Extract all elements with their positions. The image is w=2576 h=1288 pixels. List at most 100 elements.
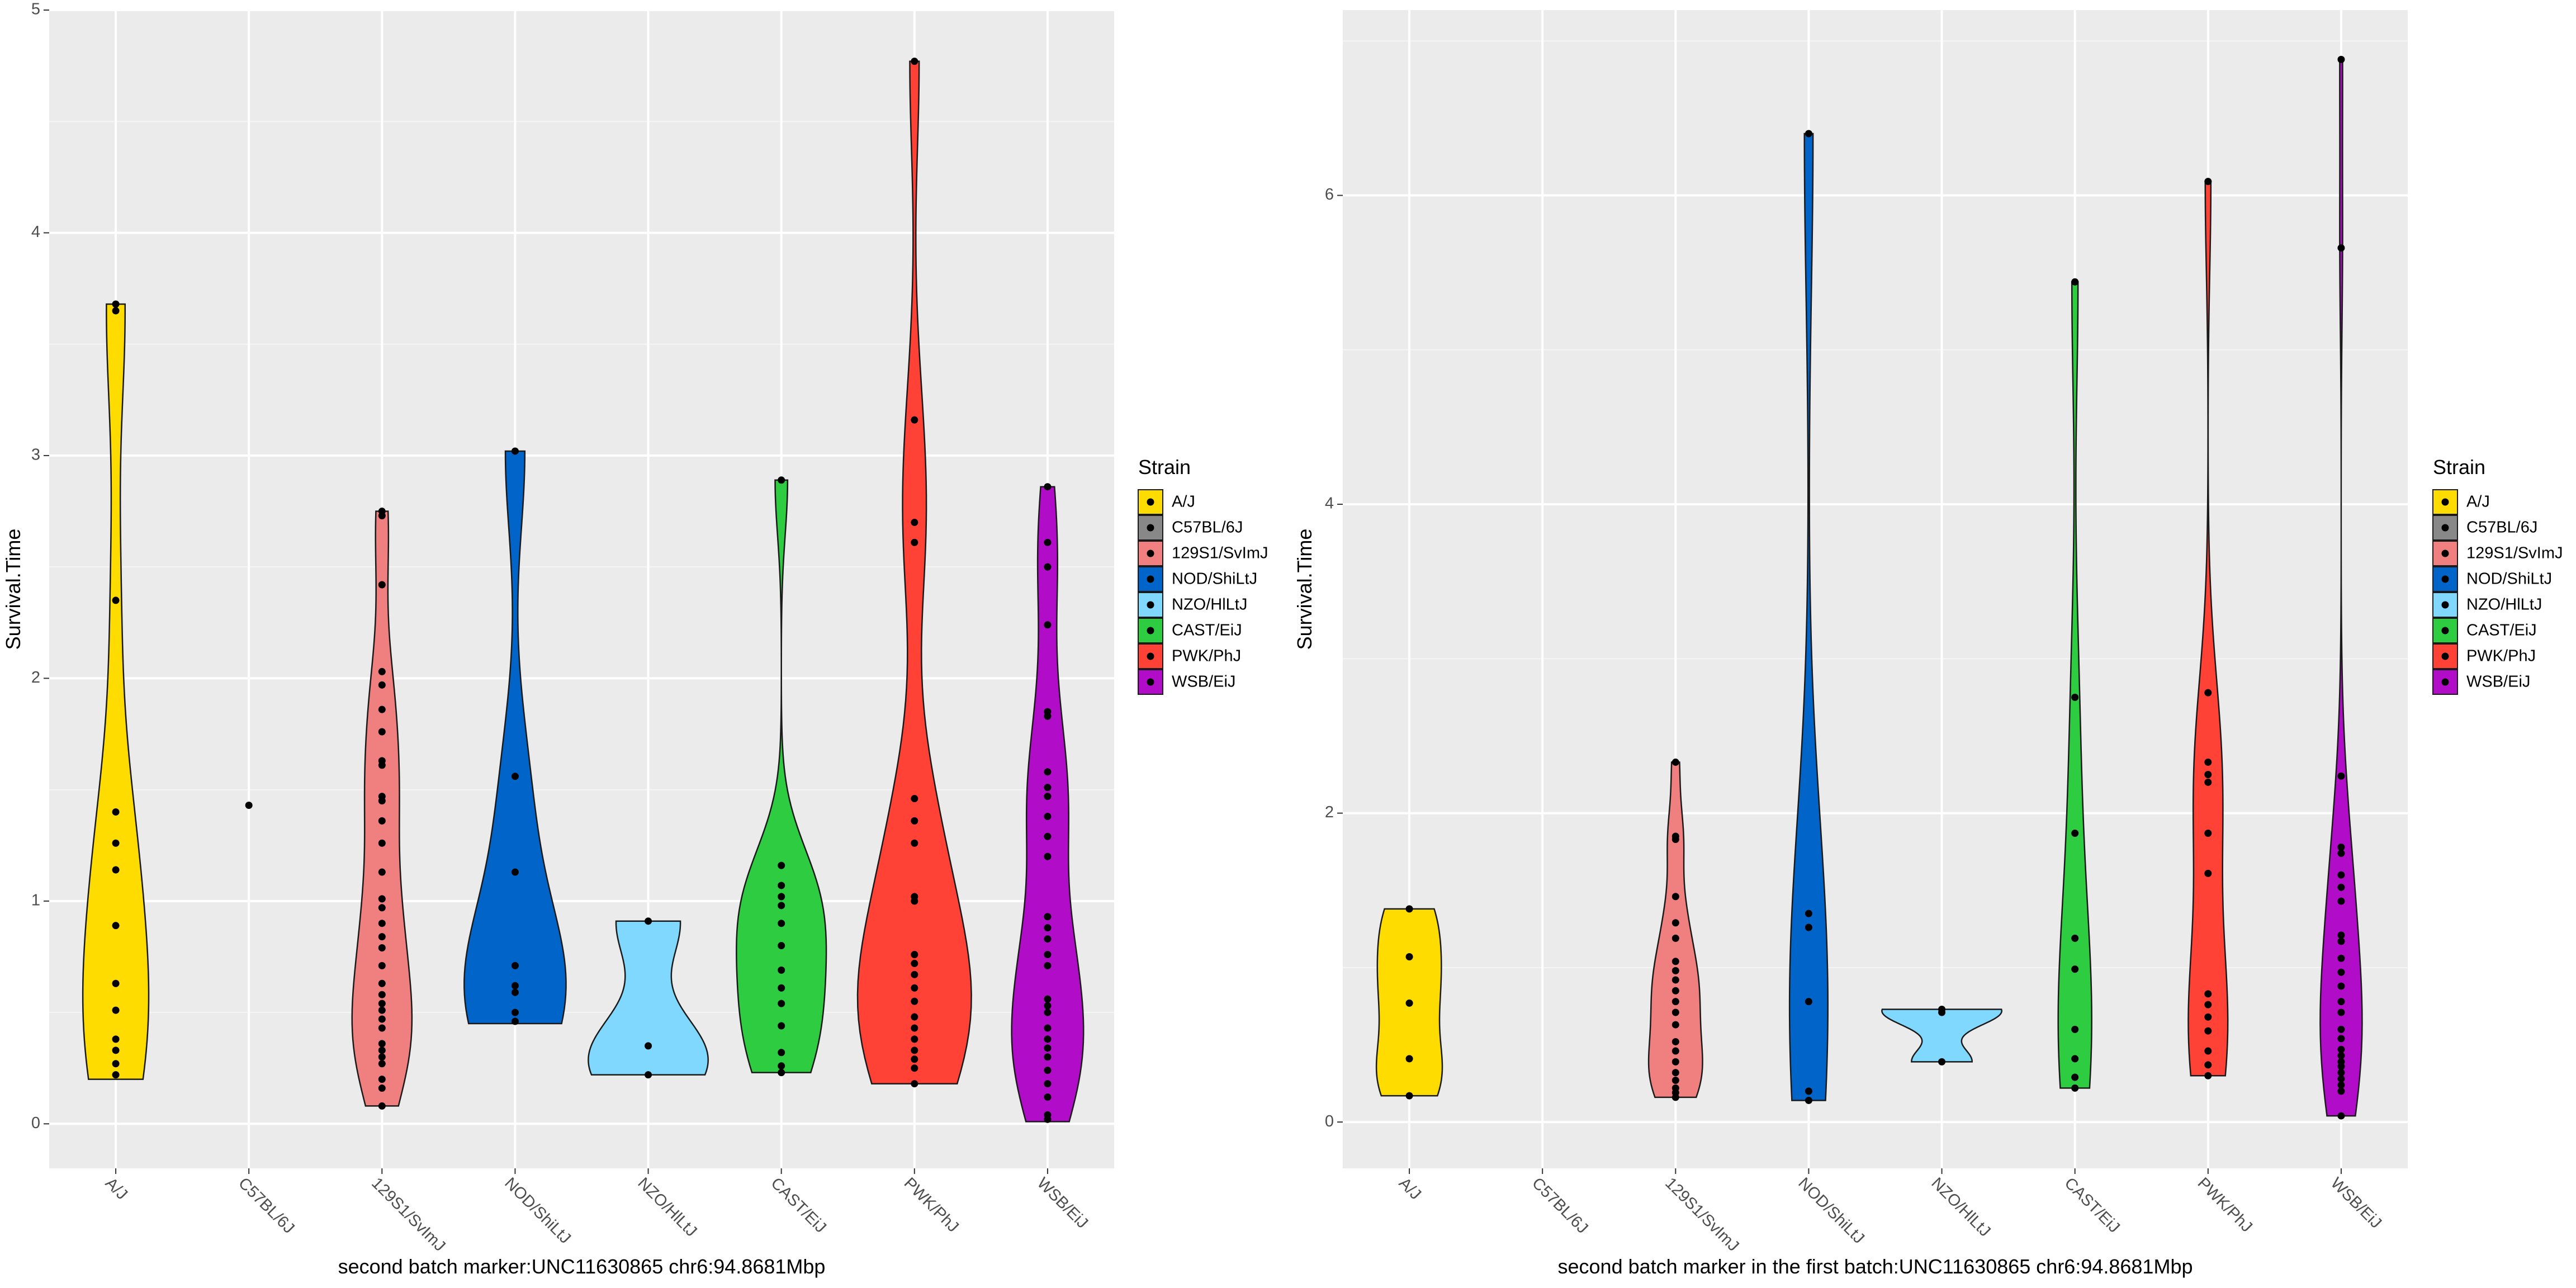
data-point xyxy=(2337,871,2345,879)
data-point xyxy=(1671,1093,1679,1101)
data-point xyxy=(1044,1008,1052,1016)
data-point xyxy=(2337,968,2345,976)
data-point xyxy=(778,893,785,901)
legend-key-dot xyxy=(1147,627,1154,634)
data-point xyxy=(112,300,120,308)
violin-129s1-svimj xyxy=(1647,761,1703,1098)
data-point xyxy=(911,1046,918,1054)
data-point xyxy=(778,984,785,992)
data-point xyxy=(1044,793,1052,801)
data-point xyxy=(1044,853,1052,860)
data-point xyxy=(1671,1058,1679,1066)
legend-label: CAST/EiJ xyxy=(1172,622,1242,640)
data-point xyxy=(1044,924,1052,932)
data-point xyxy=(2337,849,2345,857)
data-point xyxy=(2337,843,2345,851)
data-point xyxy=(1671,987,1679,995)
x-tick-label: C57BL/6J xyxy=(235,1174,298,1237)
data-point xyxy=(1044,784,1052,792)
data-point xyxy=(1044,935,1052,943)
data-point xyxy=(2204,1001,2212,1008)
data-point xyxy=(2337,1008,2345,1016)
data-point xyxy=(2337,1087,2345,1095)
chart-panel-1: 0 1 2 3 4 5 A/J C57BL/6J 129S1/SvImJ NOD/ShiLtJ NZ… xyxy=(2,1,1268,1278)
data-point xyxy=(1044,1093,1052,1101)
data-point xyxy=(2204,990,2212,998)
legend-title: Strain xyxy=(1138,456,1191,479)
data-point xyxy=(511,773,519,780)
legend-key-dot xyxy=(2441,524,2449,532)
data-point xyxy=(2337,982,2345,990)
x-tick-label: CAST/EiJ xyxy=(768,1174,830,1237)
data-point xyxy=(911,984,918,992)
data-point xyxy=(1671,1047,1679,1055)
data-point xyxy=(911,518,918,526)
data-point xyxy=(1044,621,1052,629)
data-point xyxy=(645,917,652,925)
data-point xyxy=(2204,778,2212,786)
data-point xyxy=(2337,1035,2345,1043)
y-tick-label: 0 xyxy=(1325,1112,1334,1130)
data-point xyxy=(1044,1044,1052,1052)
x-tick-label: NZO/HlLtJ xyxy=(1928,1174,1993,1240)
data-point xyxy=(778,902,785,910)
data-point xyxy=(1671,1008,1679,1016)
legend-label: PWK/PhJ xyxy=(1172,647,1241,665)
data-point xyxy=(378,1102,386,1110)
data-point xyxy=(2337,244,2345,252)
legend-label: WSB/EiJ xyxy=(1172,673,1235,691)
data-point xyxy=(378,895,386,903)
x-tick-label: C57BL/6J xyxy=(1528,1174,1592,1237)
data-point xyxy=(911,416,918,424)
data-point xyxy=(1671,958,1679,965)
data-point xyxy=(2337,772,2345,780)
data-point xyxy=(911,58,918,65)
x-tick-label: NZO/HlLtJ xyxy=(634,1174,700,1240)
y-tick-label: 6 xyxy=(1325,186,1334,203)
violin-pwk-phj xyxy=(856,60,972,1085)
legend-key-dot xyxy=(1147,678,1154,686)
data-point xyxy=(2337,1063,2345,1071)
legend-key-dot xyxy=(2441,550,2449,557)
data-point xyxy=(2337,1052,2345,1059)
legend-key-dot xyxy=(1147,498,1154,506)
data-point xyxy=(378,681,386,689)
data-point xyxy=(2337,1112,2345,1120)
violin-129s1-svimj xyxy=(351,510,413,1107)
x-tick-label: WSB/EiJ xyxy=(1034,1174,1092,1232)
legend-label: NZO/HlLtJ xyxy=(2466,596,2542,614)
data-point xyxy=(1805,1096,1812,1104)
x-tick-label: 129S1/SvImJ xyxy=(368,1174,449,1255)
plot-background xyxy=(1343,10,2408,1168)
data-point xyxy=(1044,962,1052,969)
data-point xyxy=(778,966,785,974)
data-point xyxy=(2337,55,2345,63)
data-point xyxy=(2204,1072,2212,1079)
data-point xyxy=(1805,910,1812,917)
data-point xyxy=(911,997,918,1005)
data-point xyxy=(645,1071,652,1079)
data-point xyxy=(112,808,120,816)
data-point xyxy=(378,667,386,675)
data-point xyxy=(911,795,918,803)
data-point xyxy=(378,512,386,520)
legend-key-dot xyxy=(1147,601,1154,609)
data-point xyxy=(378,761,386,769)
legend-label: A/J xyxy=(2466,493,2490,511)
data-point xyxy=(112,866,120,874)
data-point xyxy=(2337,1045,2345,1053)
data-point xyxy=(1044,1053,1052,1061)
data-point xyxy=(911,970,918,978)
data-point xyxy=(2071,934,2079,942)
x-tick-label: WSB/EiJ xyxy=(2327,1174,2385,1232)
data-point xyxy=(2204,1061,2212,1069)
data-point xyxy=(378,817,386,825)
legend-label: NOD/ShiLtJ xyxy=(2466,570,2552,588)
data-point xyxy=(2071,830,2079,837)
x-tick-label: A/J xyxy=(102,1174,131,1203)
data-point xyxy=(378,1000,386,1007)
data-point xyxy=(911,839,918,847)
y-tick-label: 0 xyxy=(31,1114,40,1132)
data-point xyxy=(645,1042,652,1050)
data-point xyxy=(1671,934,1679,942)
